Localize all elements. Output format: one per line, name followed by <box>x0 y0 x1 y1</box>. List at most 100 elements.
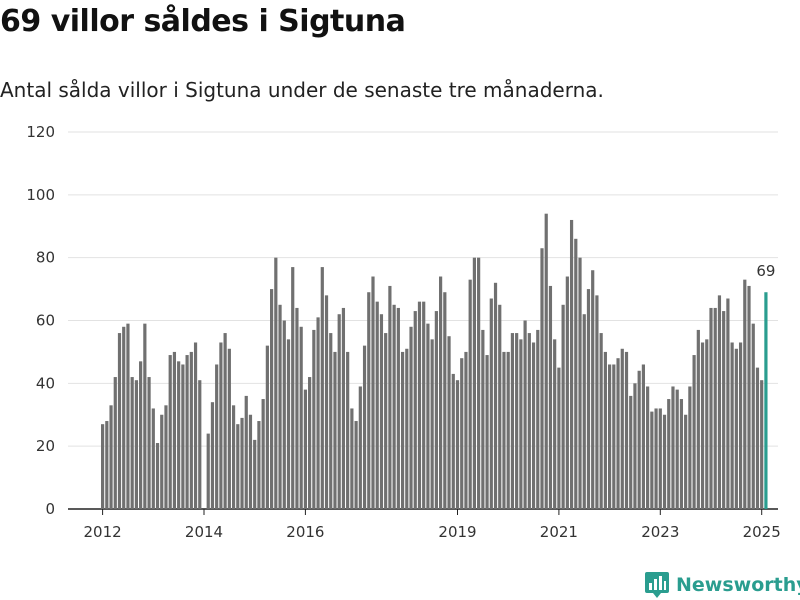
bar <box>413 311 417 509</box>
x-tick-label: 2025 <box>743 523 781 541</box>
bar <box>730 342 734 509</box>
x-tick-label: 2021 <box>540 523 578 541</box>
bar <box>637 370 641 509</box>
bar <box>578 257 582 509</box>
bar <box>612 364 616 509</box>
bar <box>303 389 307 509</box>
bar <box>282 320 286 509</box>
bar <box>599 333 603 509</box>
bar <box>696 329 700 509</box>
bar <box>227 348 231 509</box>
chart-subtitle: Antal sålda villor i Sigtuna under de se… <box>0 78 604 102</box>
y-tick-label: 60 <box>36 312 55 330</box>
bar <box>603 351 607 509</box>
y-tick-label: 20 <box>36 437 55 455</box>
bar <box>181 364 185 509</box>
bar <box>134 380 138 509</box>
bar <box>371 276 375 509</box>
bar <box>548 285 553 509</box>
bar <box>536 329 540 509</box>
bar <box>236 424 240 509</box>
bar <box>215 364 219 509</box>
bar <box>155 443 160 509</box>
bar <box>151 408 155 509</box>
bar <box>367 292 371 509</box>
bar <box>105 421 109 509</box>
bar <box>244 395 248 509</box>
bar <box>265 345 269 509</box>
bar <box>291 267 295 509</box>
bar <box>722 311 726 509</box>
bar <box>447 336 451 509</box>
bar <box>709 307 713 509</box>
bar <box>126 323 130 509</box>
bar <box>286 339 291 509</box>
bar <box>641 364 645 509</box>
bar <box>455 380 460 509</box>
bar <box>464 351 468 509</box>
bar <box>747 285 751 509</box>
bar <box>396 307 400 509</box>
y-tick-label: 120 <box>26 123 55 141</box>
bar <box>679 399 684 509</box>
bar <box>113 377 117 509</box>
y-tick-label: 100 <box>26 186 55 204</box>
bar <box>109 405 113 509</box>
bar <box>375 301 379 509</box>
bar <box>341 307 346 509</box>
newsworthy-brand: Newsworthy <box>644 570 800 600</box>
bar <box>333 351 337 509</box>
x-tick-label: 2012 <box>84 523 122 541</box>
bar <box>405 348 409 509</box>
bar <box>177 361 181 509</box>
y-tick-label: 80 <box>36 249 55 267</box>
bar <box>426 323 430 509</box>
bar <box>422 301 426 509</box>
bar <box>384 333 388 509</box>
bar <box>147 377 151 509</box>
bar <box>755 367 760 509</box>
newsworthy-logo-icon <box>645 572 669 598</box>
bar <box>616 358 620 509</box>
bar <box>624 351 629 509</box>
brand-name: Newsworthy <box>676 574 800 596</box>
y-axis-ticks: 0 20 40 60 80 100 120 <box>26 123 55 518</box>
annotations: 69 <box>756 262 775 280</box>
bar <box>700 342 705 509</box>
bar <box>434 311 438 509</box>
bar <box>189 351 193 509</box>
latest-value-label: 69 <box>756 262 775 280</box>
bar <box>430 339 434 509</box>
bar <box>117 333 122 509</box>
bar <box>540 248 544 509</box>
bar <box>316 317 320 509</box>
bar <box>350 408 354 509</box>
bar <box>743 279 747 509</box>
bar <box>506 351 510 509</box>
bar <box>498 304 502 509</box>
bar <box>274 257 278 509</box>
bar <box>667 399 671 509</box>
bar <box>472 257 476 509</box>
bar <box>527 333 531 509</box>
bar <box>671 386 675 509</box>
bar <box>219 342 223 509</box>
bar <box>439 276 443 509</box>
bar-latest <box>764 292 768 509</box>
y-tick-label: 0 <box>45 500 55 518</box>
bar <box>358 386 362 509</box>
bar <box>400 351 405 509</box>
bar <box>240 417 244 509</box>
bar <box>650 411 654 509</box>
bar <box>760 380 764 509</box>
bar <box>172 351 177 509</box>
bar <box>544 213 548 509</box>
bar <box>312 329 316 509</box>
bar <box>160 414 164 509</box>
bar <box>409 326 413 509</box>
x-tick-label: 2014 <box>185 523 223 541</box>
bar <box>629 395 633 509</box>
bar <box>493 282 498 509</box>
bar <box>481 329 485 509</box>
bar <box>684 414 688 509</box>
